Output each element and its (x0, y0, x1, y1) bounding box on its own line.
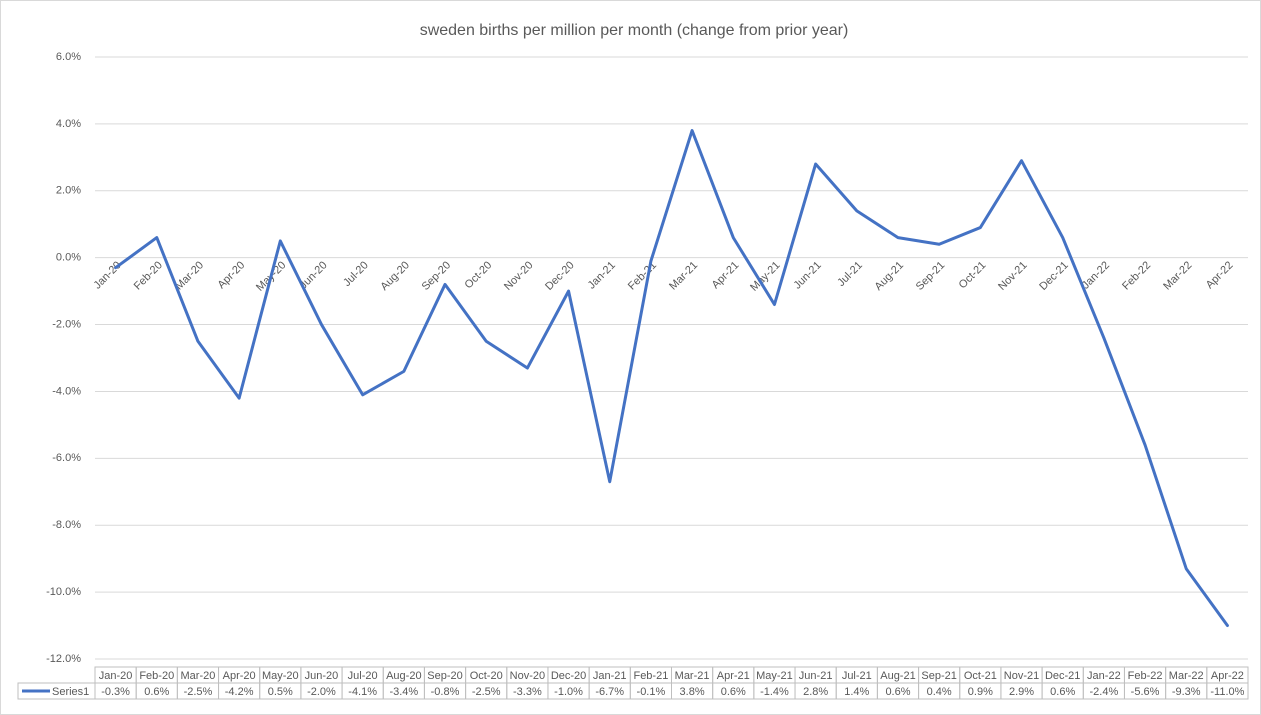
table-category: Aug-20 (386, 670, 421, 682)
table-category: Jun-21 (799, 670, 833, 682)
table-value: -2.4% (1090, 686, 1119, 698)
y-tick-label: -4.0% (52, 385, 81, 397)
y-tick-label: 0.0% (56, 252, 81, 264)
table-category: Sep-21 (921, 670, 956, 682)
table-category: Apr-21 (717, 670, 750, 682)
table-value: -2.0% (307, 686, 336, 698)
table-category: Jun-20 (305, 670, 339, 682)
table-value: 0.9% (968, 686, 993, 698)
y-tick-label: -12.0% (46, 653, 81, 665)
table-category: May-21 (756, 670, 793, 682)
table-category: Jul-20 (348, 670, 378, 682)
table-value: -2.5% (472, 686, 501, 698)
table-value: -3.4% (389, 686, 418, 698)
table-value: 3.8% (680, 686, 705, 698)
table-value: -0.8% (431, 686, 460, 698)
table-category: Mar-21 (675, 670, 710, 682)
table-category: Sep-20 (427, 670, 462, 682)
y-tick-label: -10.0% (46, 586, 81, 598)
data-line (114, 129, 1229, 628)
table-category: Dec-21 (1045, 670, 1080, 682)
table-value: 0.6% (885, 686, 910, 698)
table-value: -4.1% (348, 686, 377, 698)
table-value: 1.4% (844, 686, 869, 698)
y-tick-label: 2.0% (56, 185, 81, 197)
table-category: Feb-20 (139, 670, 174, 682)
table-value: 0.6% (721, 686, 746, 698)
chart-title: sweden births per million per month (cha… (420, 22, 849, 39)
table-category: Dec-20 (551, 670, 586, 682)
table-category: Oct-20 (470, 670, 503, 682)
table-category: Apr-20 (223, 670, 256, 682)
table-value: 0.6% (1050, 686, 1075, 698)
table-category: Apr-22 (1211, 670, 1244, 682)
table-value: -1.4% (760, 686, 789, 698)
table-value: -0.1% (637, 686, 666, 698)
y-tick-label: 4.0% (56, 118, 81, 130)
y-tick-label: -2.0% (52, 318, 81, 330)
table-category: May-20 (262, 670, 299, 682)
table-value: -6.7% (595, 686, 624, 698)
y-tick-label: 6.0% (56, 51, 81, 63)
table-value: -2.5% (184, 686, 213, 698)
table-value: -4.2% (225, 686, 254, 698)
table-value: -3.3% (513, 686, 542, 698)
table-value: 2.9% (1009, 686, 1034, 698)
table-value: 0.6% (144, 686, 169, 698)
table-category: Jul-21 (842, 670, 872, 682)
table-cell (1206, 682, 1249, 700)
table-category: Jan-22 (1087, 670, 1121, 682)
table-category: Nov-20 (510, 670, 545, 682)
table-value: -1.0% (554, 686, 583, 698)
table-value: 2.8% (803, 686, 828, 698)
table-category: Feb-21 (633, 670, 668, 682)
table-value: -0.3% (101, 686, 130, 698)
table-category: Feb-22 (1128, 670, 1163, 682)
table-category: Nov-21 (1004, 670, 1039, 682)
table-value: -9.3% (1172, 686, 1201, 698)
table-category: Mar-20 (181, 670, 216, 682)
table-value: 0.4% (927, 686, 952, 698)
table-value: -5.6% (1131, 686, 1160, 698)
y-tick-label: -8.0% (52, 519, 81, 531)
legend-label: Series1 (52, 686, 89, 698)
table-category: Aug-21 (880, 670, 915, 682)
table-value: -11.0% (1210, 686, 1244, 698)
table-category: Mar-22 (1169, 670, 1204, 682)
table-value: 0.5% (268, 686, 293, 698)
table-category: Jan-21 (593, 670, 627, 682)
table-category: Oct-21 (964, 670, 997, 682)
y-tick-label: -6.0% (52, 452, 81, 464)
table-category: Jan-20 (99, 670, 133, 682)
